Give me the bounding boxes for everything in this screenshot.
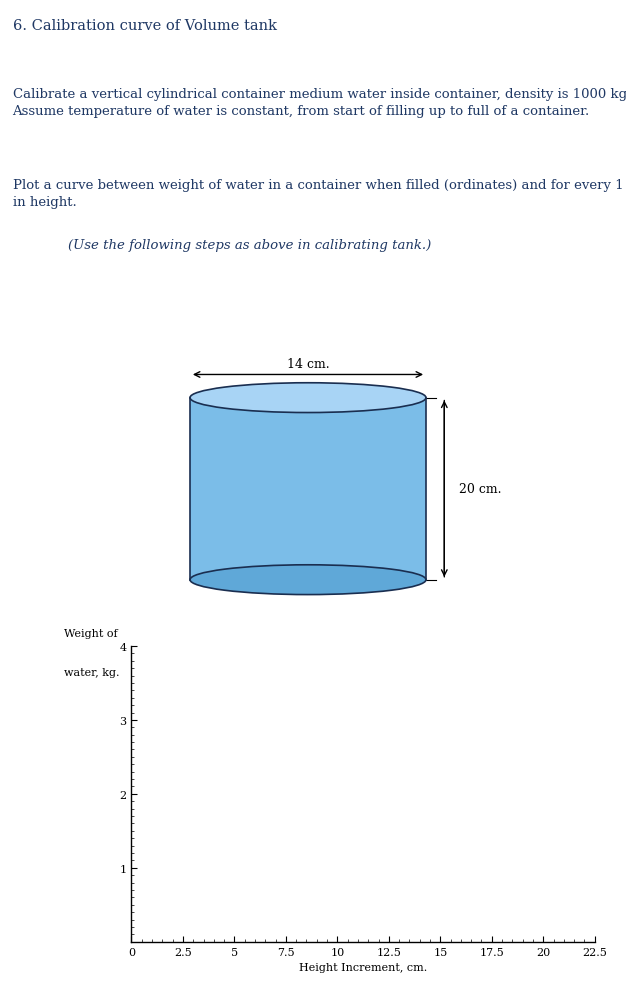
Ellipse shape [190,384,426,413]
Ellipse shape [190,565,426,595]
X-axis label: Height Increment, cm.: Height Increment, cm. [299,962,427,972]
Bar [190,398,426,580]
Text: Weight of: Weight of [64,628,118,638]
Text: 6. Calibration curve of Volume tank: 6. Calibration curve of Volume tank [13,19,277,33]
Text: 14 cm.: 14 cm. [287,357,329,370]
Text: Calibrate a vertical cylindrical container medium water inside container, densit: Calibrate a vertical cylindrical contain… [13,88,626,118]
Text: water, kg.: water, kg. [64,667,120,677]
Text: Plot a curve between weight of water in a container when filled (ordinates) and : Plot a curve between weight of water in … [13,178,626,208]
Text: (Use the following steps as above in calibrating tank.): (Use the following steps as above in cal… [68,238,431,252]
Text: 20 cm.: 20 cm. [458,483,501,496]
